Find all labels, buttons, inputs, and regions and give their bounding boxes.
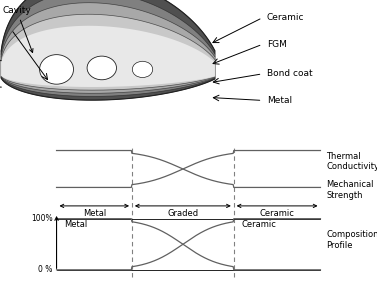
Text: Bond coat: Bond coat — [267, 69, 313, 78]
Polygon shape — [1, 0, 215, 97]
Polygon shape — [1, 3, 215, 93]
Text: Ceramic: Ceramic — [260, 209, 294, 218]
Text: Metal: Metal — [83, 209, 106, 218]
Polygon shape — [1, 0, 215, 100]
Text: Cavity: Cavity — [2, 6, 33, 53]
Text: Ceramic: Ceramic — [267, 13, 304, 22]
Text: FGM: FGM — [267, 40, 287, 49]
Text: Metal: Metal — [267, 96, 292, 105]
Ellipse shape — [87, 56, 116, 80]
Text: 100%: 100% — [31, 214, 53, 223]
Text: 0 %: 0 % — [38, 265, 53, 274]
Polygon shape — [1, 14, 215, 90]
Text: Thermal
Conductivity: Thermal Conductivity — [326, 152, 377, 171]
Text: Metal: Metal — [64, 220, 87, 229]
Text: Mechanical
Strength: Mechanical Strength — [326, 180, 374, 200]
Polygon shape — [1, 26, 215, 87]
Text: Ceramic: Ceramic — [241, 220, 276, 229]
Ellipse shape — [40, 55, 74, 84]
Text: Graded: Graded — [167, 209, 198, 218]
Text: Composition
Profile: Composition Profile — [326, 230, 377, 250]
Ellipse shape — [132, 61, 153, 78]
